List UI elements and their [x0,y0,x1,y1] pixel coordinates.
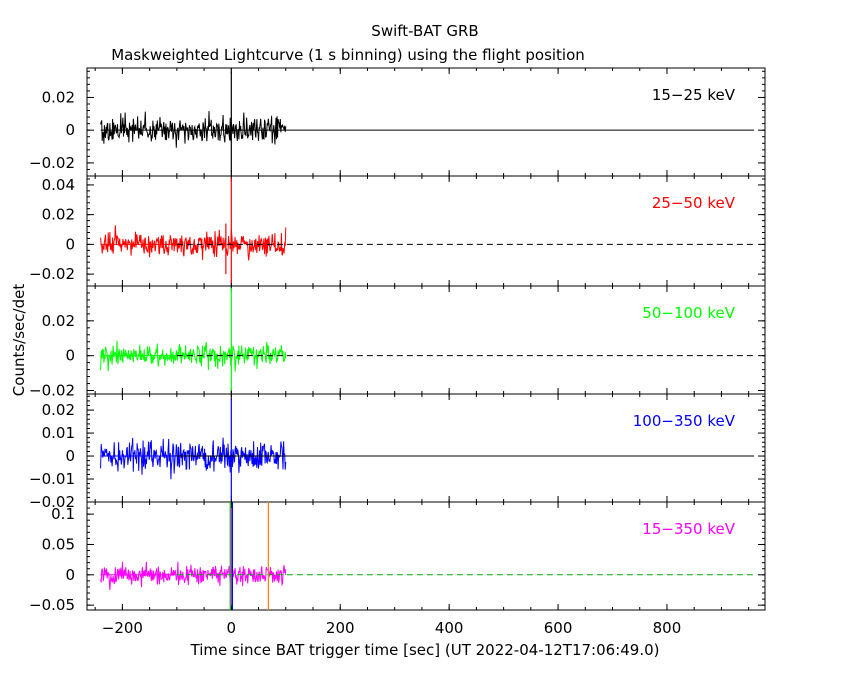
y-tick-label: 0 [65,447,75,465]
panel-energy-label: 100−350 keV [633,412,736,430]
panel-4: −0.02 −0.01 0 0.01 0.02 100−350 keV [29,393,766,511]
panel-1: −0.02 0 0.02 15−25 keV [29,67,766,177]
panel-frame [86,501,766,611]
x-tick-label: 400 [435,619,464,637]
y-tick-label: 0.05 [42,535,75,553]
x-axis-label: Time since BAT trigger time [sec] (UT 20… [190,641,660,659]
y-tick-label: −0.05 [29,596,75,614]
x-axis: −200 0 200 400 600 800 [102,619,682,637]
panel-2: −0.02 0 0.02 0.04 25−50 keV [29,175,766,287]
lightcurve-series [100,437,287,480]
y-tick-label: 0 [65,235,75,253]
panel-energy-label: 15−25 keV [652,86,736,104]
panel-energy-label: 25−50 keV [652,194,736,212]
x-tick-label: −200 [102,619,143,637]
panels-group: −0.02 0 0.02 15−25 keV −0.02 0 0.02 0.04 25−50 k… [29,67,766,614]
panel-5: −0.05 0 0.05 0.1 15−350 keV [29,501,766,614]
x-tick-label: 600 [544,619,573,637]
y-tick-label: 0 [65,121,75,139]
panel-3: −0.02 0 0.02 50−100 keV [29,285,766,400]
panel-energy-label: 15−350 keV [642,520,735,538]
chart-subtitle: Maskweighted Lightcurve (1 s binning) us… [111,46,585,64]
panel-frame [86,175,766,287]
panel-frame [86,67,766,177]
y-tick-label: 0.04 [42,176,75,194]
y-tick-label: −0.02 [29,382,75,400]
y-tick-label: 0 [65,566,75,584]
y-tick-label: 0 [65,347,75,365]
y-tick-label: 0.02 [42,312,75,330]
panel-frame [86,393,766,503]
lightcurve-series [100,111,287,148]
x-tick-label: 200 [326,619,355,637]
lightcurve-series [100,225,287,261]
x-tick-label: 0 [227,619,237,637]
y-tick-label: 0.02 [42,88,75,106]
y-tick-label: −0.02 [29,154,75,172]
y-tick-label: 0.02 [42,206,75,224]
y-tick-label: 0.1 [51,505,75,523]
y-tick-label: 0.02 [42,401,75,419]
y-tick-label: −0.01 [29,470,75,488]
y-tick-label: −0.02 [29,493,75,511]
y-tick-label: 0.01 [42,424,75,442]
y-axis-label: Counts/sec/det [10,284,28,397]
panel-frame [86,285,766,395]
lightcurve-series [100,561,287,591]
lightcurve-series [100,340,287,372]
panel-energy-label: 50−100 keV [642,304,735,322]
x-tick-label: 800 [653,619,682,637]
chart-title: Swift-BAT GRB [371,22,478,40]
y-tick-label: −0.02 [29,265,75,283]
